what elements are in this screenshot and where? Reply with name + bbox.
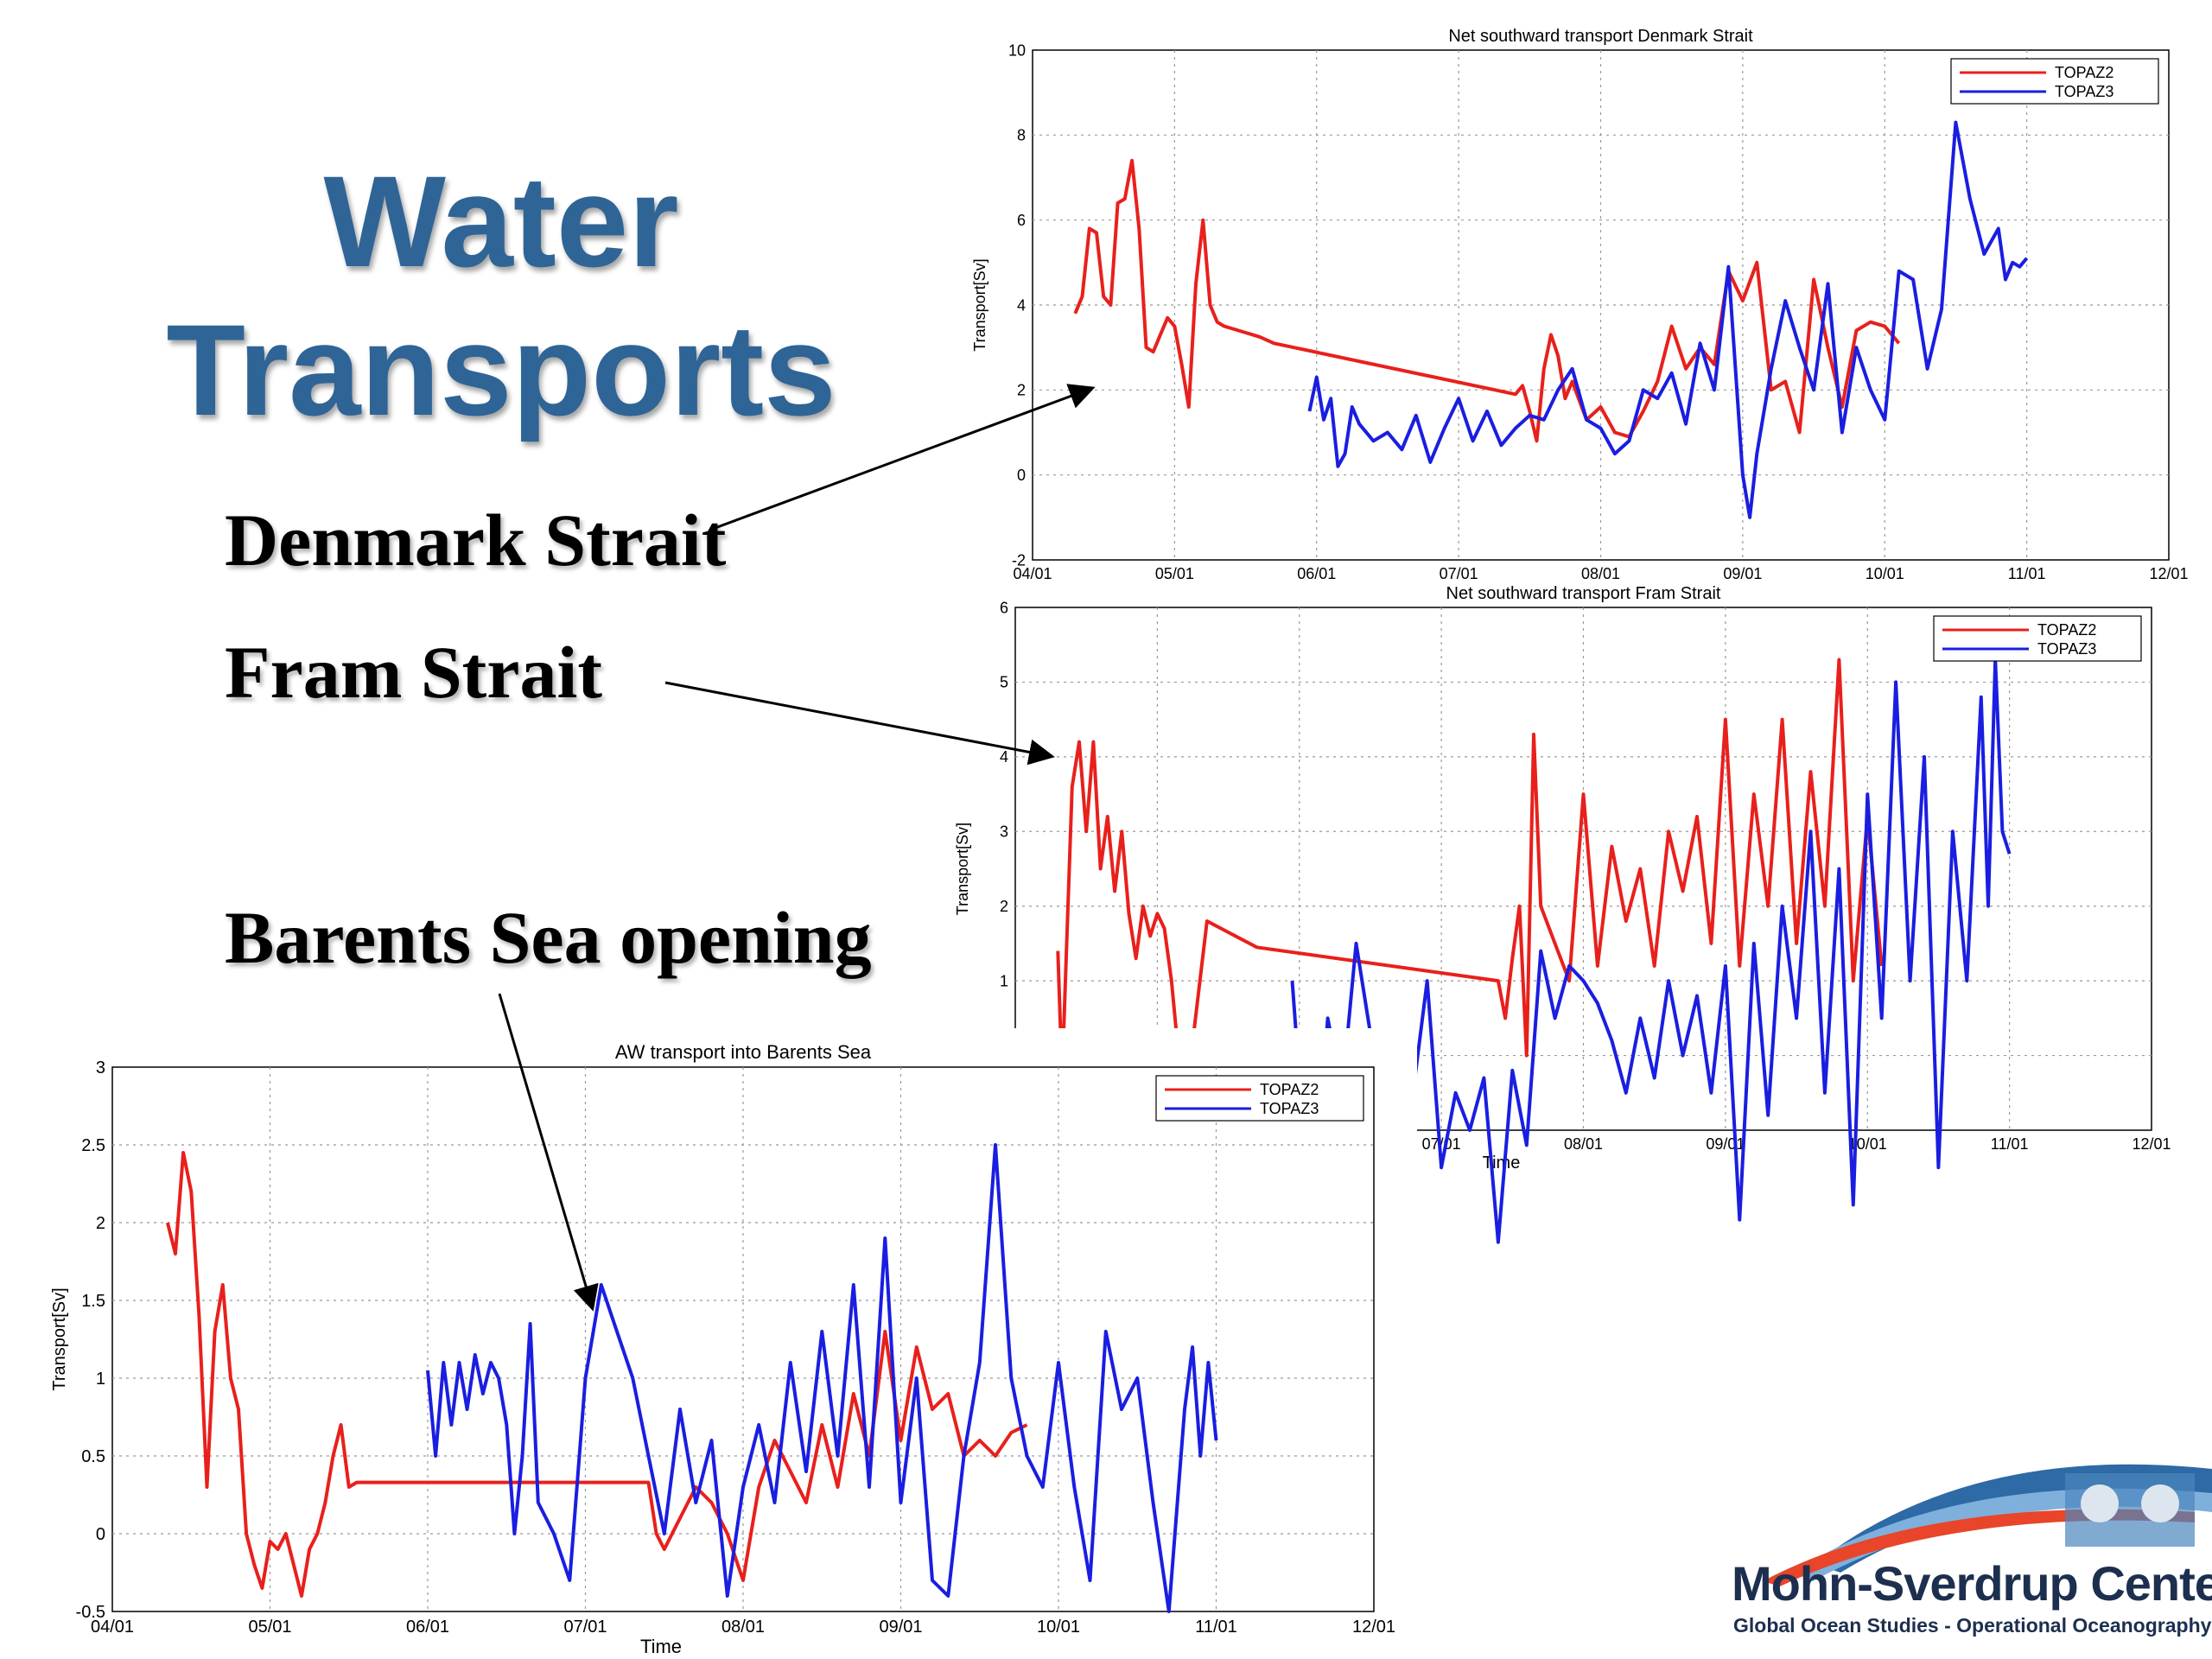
slide-title-line1: Water (323, 149, 679, 294)
chart-barents-sea: 04/01 05/01 06/01 07/01 08/01 09/01 10/01 11/01… (0, 1028, 1417, 1659)
legend-box (1155, 1075, 1364, 1122)
x-tick-label: 07/01 (1422, 1135, 1461, 1153)
y-axis-label: Transport[Sv] (971, 258, 988, 351)
label-denmark-strait: Denmark Strait (225, 499, 727, 582)
x-tick-label: 05/01 (1155, 565, 1194, 582)
y-tick-label: 6 (1000, 599, 1008, 616)
x-axis-label: Time (640, 1636, 682, 1657)
logo-name: Mohn-Sverdrup Center (1732, 1556, 2212, 1611)
x-tick-label: 06/01 (1297, 565, 1336, 582)
y-tick-label: 2 (96, 1214, 105, 1233)
x-tick-label: 11/01 (2008, 565, 2046, 582)
x-tick-label: 09/01 (879, 1618, 922, 1637)
x-tick-label: 10/01 (1037, 1618, 1080, 1637)
x-tick-label: 10/01 (1848, 1135, 1887, 1153)
y-tick-label: 3 (96, 1058, 105, 1077)
y-tick-label: 6 (1017, 212, 1026, 229)
legend-label: TOPAZ3 (2055, 83, 2113, 100)
y-tick-label: 1 (1000, 972, 1008, 989)
legend-label: TOPAZ3 (1260, 1100, 1319, 1117)
series-line-topaz3 (1307, 120, 2029, 519)
y-tick-label: 0 (96, 1525, 105, 1544)
y-tick-label: 10 (1008, 41, 1026, 59)
y-tick-label: 0 (1017, 467, 1026, 484)
y-tick-label: 2 (1017, 382, 1026, 399)
y-tick-label: 2 (1000, 898, 1008, 915)
y-tick-label: 4 (1017, 296, 1026, 314)
x-tick-label: 08/01 (721, 1618, 765, 1637)
x-tick-label: 08/01 (1564, 1135, 1603, 1153)
x-tick-label: 09/01 (1723, 565, 1762, 582)
chart-denmark-strait: 04/01 05/01 06/01 07/01 08/01 09/01 10/01 11/01… (971, 27, 2189, 582)
x-tick-label: 12/01 (2132, 1135, 2171, 1153)
annotation-arrows (498, 384, 1096, 1312)
legend-label: TOPAZ3 (2037, 640, 2096, 658)
arrow-fram (664, 681, 1055, 766)
arrow-denmark (712, 384, 1096, 531)
series-line-topaz2 (1056, 658, 1884, 1117)
x-tick-label: 10/01 (1866, 565, 1904, 582)
y-tick-label: 8 (1017, 127, 1026, 144)
y-tick-label: 3 (1000, 823, 1008, 841)
label-fram-strait: Fram Strait (225, 631, 603, 714)
y-tick-label: -0.5 (76, 1603, 105, 1622)
chart-title: Net southward transport Fram Strait (1446, 584, 1721, 603)
y-tick-label: 1 (96, 1370, 105, 1389)
slide-title: Water Transports (130, 147, 873, 444)
logo-subtitle: Global Ocean Studies - Operational Ocean… (1733, 1614, 2212, 1637)
x-tick-label: 09/01 (1706, 1135, 1745, 1153)
legend-label: TOPAZ2 (2037, 621, 2096, 639)
y-tick-label: 2.5 (81, 1136, 105, 1155)
legend-label: TOPAZ2 (2055, 64, 2113, 81)
x-tick-label: 07/01 (1440, 565, 1478, 582)
legend-label: TOPAZ2 (1260, 1081, 1319, 1098)
legend-box (1933, 615, 2142, 662)
x-tick-label: 05/01 (248, 1618, 291, 1637)
x-tick-label: 11/01 (1195, 1618, 1237, 1637)
y-tick-label: 5 (1000, 674, 1008, 691)
x-tick-label: 07/01 (563, 1618, 607, 1637)
x-axis-label: Time (1483, 1154, 1521, 1173)
arrow-barents (498, 993, 599, 1312)
x-tick-label: 12/01 (2149, 565, 2188, 582)
x-tick-label: 04/01 (91, 1618, 134, 1637)
x-tick-label: 08/01 (1581, 565, 1620, 582)
series-line-topaz2 (1073, 158, 1901, 443)
y-tick-label: 1.5 (81, 1292, 105, 1311)
chart-title: AW transport into Barents Sea (615, 1041, 872, 1063)
series-line-topaz3 (426, 1143, 1218, 1613)
y-axis-label: Transport[Sv] (954, 823, 971, 915)
x-tick-label: 11/01 (1991, 1135, 2029, 1153)
legend-box (1950, 58, 2159, 105)
chart-title: Net southward transport Denmark Strait (1448, 27, 1753, 46)
x-tick-label: 06/01 (406, 1618, 449, 1637)
mohn-sverdrup-logo (1763, 1464, 2212, 1586)
label-barents-sea-opening: Barents Sea opening (225, 896, 872, 979)
y-tick-label: 0.5 (81, 1447, 105, 1466)
y-axis-label: Transport[Sv] (50, 1287, 69, 1390)
x-tick-label: 04/01 (1013, 565, 1052, 582)
slide-title-line2: Transports (166, 297, 836, 442)
y-tick-label: 4 (1000, 748, 1008, 766)
y-tick-label: -2 (1012, 551, 1026, 569)
x-tick-label: 12/01 (1352, 1618, 1395, 1637)
